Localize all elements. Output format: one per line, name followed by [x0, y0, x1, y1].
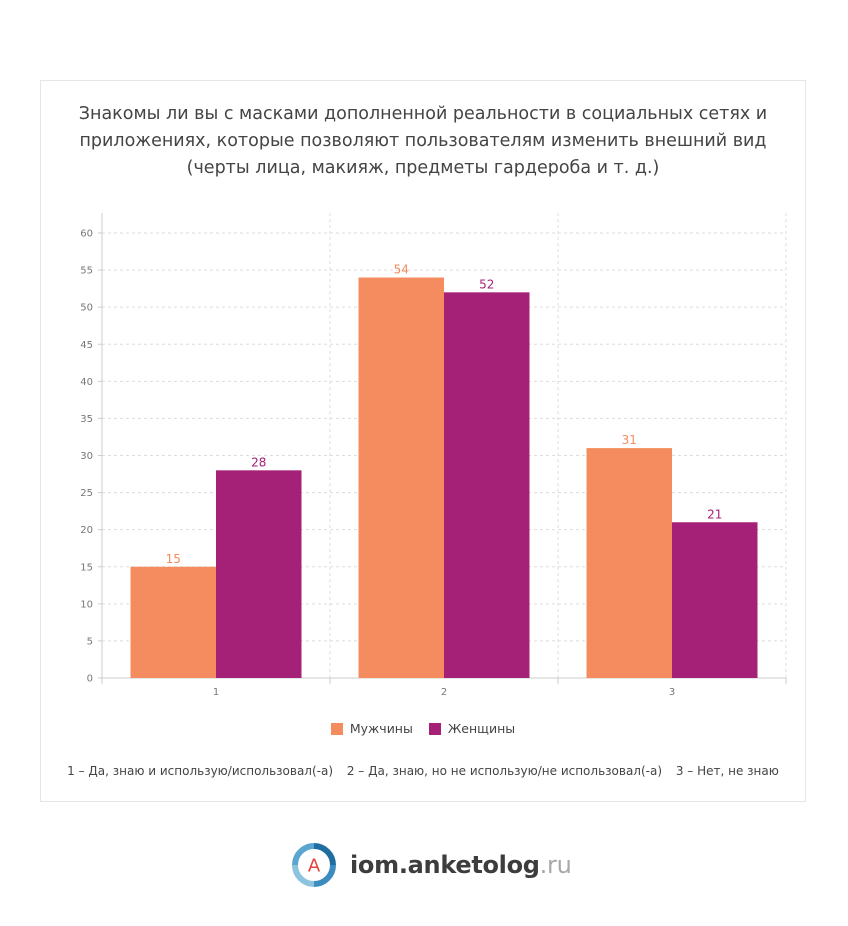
bar-value-label: 31 [622, 433, 637, 447]
legend-swatch-women [428, 722, 441, 735]
bar-chart: 0 5 10 15 20 25 30 35 40 45 50 55 60 15 28 1 54 52 2 31 21 3 [80, 213, 787, 698]
category-note-1: 1 – Да, знаю и использую/использовал(-а) [67, 764, 334, 778]
category-note-2: 2 – Да, знаю, но не использую/не использ… [346, 764, 663, 778]
chart-legend: Мужчины Женщины [41, 721, 805, 738]
x-tick-label: 2 [441, 687, 447, 698]
x-tick-label: 3 [669, 687, 675, 698]
legend-swatch-men [330, 722, 343, 735]
brand-logo[interactable]: A iom.anketolog.ru [290, 841, 572, 889]
bar-value-label: 21 [707, 507, 722, 521]
bar-value-label: 52 [479, 277, 494, 291]
brand-text: iom.anketolog.ru [350, 851, 572, 879]
category-note-3: 3 – Нет, не знаю [675, 764, 779, 778]
y-tick-label: 0 [87, 674, 93, 685]
y-tick-label: 10 [80, 599, 93, 610]
x-tick-label: 1 [213, 687, 219, 698]
bar-value-label: 15 [166, 552, 181, 566]
legend-item-women[interactable]: Женщины [428, 721, 516, 736]
bar [586, 448, 672, 678]
brand-tld: .ru [539, 851, 572, 879]
y-tick-label: 55 [80, 266, 93, 277]
y-tick-label: 45 [80, 340, 93, 351]
chart-title: Знакомы ли вы с масками дополненной реал… [78, 104, 768, 178]
legend-item-men[interactable]: Мужчины [330, 721, 413, 736]
bar [216, 470, 302, 678]
brand-name: iom.anketolog [350, 851, 540, 879]
bar [358, 277, 444, 678]
y-tick-label: 25 [80, 488, 93, 499]
y-tick-label: 30 [80, 451, 93, 462]
y-tick-label: 20 [80, 525, 93, 536]
bar-value-label: 28 [251, 455, 266, 469]
y-tick-label: 50 [80, 303, 93, 314]
bar [672, 522, 758, 678]
bar [444, 292, 530, 678]
logo-letter: A [308, 856, 321, 877]
legend-label-women: Женщины [447, 721, 516, 736]
y-tick-label: 5 [87, 636, 93, 647]
bar-value-label: 54 [394, 263, 409, 277]
legend-label-men: Мужчины [349, 721, 413, 736]
y-tick-label: 35 [80, 414, 93, 425]
y-tick-label: 40 [80, 377, 93, 388]
category-notes: 1 – Да, знаю и использую/использовал(-а)… [41, 764, 805, 778]
chart-card: Знакомы ли вы с масками дополненной реал… [40, 80, 806, 802]
bar [130, 566, 216, 678]
anketolog-logo-icon: A [292, 843, 336, 887]
y-tick-label: 60 [80, 229, 93, 240]
y-tick-label: 15 [80, 562, 93, 573]
